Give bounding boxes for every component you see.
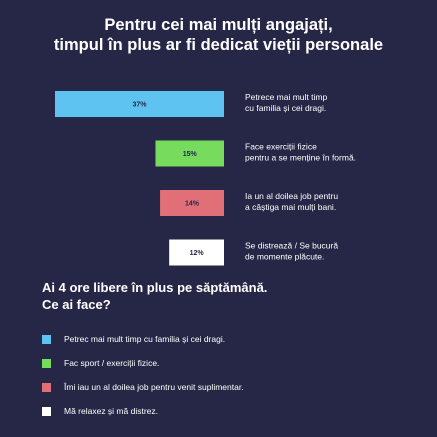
poll-option-label: Îmi iau un al doilea job pentru venit su…: [64, 382, 244, 392]
poll-option-label: Petrec mai mult timp cu familia și cei d…: [64, 334, 226, 344]
chart-title: Pentru cei mai mulți angajați, timpul în…: [0, 15, 437, 55]
bar-value-label-1: 37%: [132, 102, 147, 109]
poll-option-swatch: [42, 358, 51, 368]
category-label-1-line-2: cu familia și cei dragi.: [245, 103, 326, 113]
poll-option-label: Mă relaxez și mă distrez.: [64, 406, 158, 416]
poll-option-swatch: [42, 406, 51, 416]
poll-option-relax[interactable]: Mă relaxez și mă distrez.: [42, 405, 158, 417]
chart-title-line-2: timpul în plus ar fi dedicat vieții pers…: [53, 36, 384, 54]
poll-question-line-1: Ai 4 ore libere în plus pe săptămână.: [42, 280, 268, 295]
category-label-2-line-1: Face exerciții fizice: [245, 142, 317, 152]
poll-option-swatch: [42, 382, 51, 392]
category-label-4-line-2: de momente plăcute.: [245, 252, 324, 262]
bar-value-label-4: 12%: [190, 250, 205, 257]
category-label-2-line-2: pentru a se menține în formă.: [245, 153, 356, 163]
chart-title-line-1: Pentru cei mai mulți angajați,: [104, 16, 333, 34]
poll-option-family[interactable]: Petrec mai mult timp cu familia și cei d…: [42, 333, 225, 345]
poll-option-swatch: [42, 334, 51, 344]
poll-question: Ai 4 ore libere în plus pe săptămână. Ce…: [42, 279, 267, 313]
category-label-3-line-2: a câștiga mai mulți bani.: [245, 202, 336, 212]
bar-2: [155, 140, 224, 167]
bar-1: [55, 91, 224, 117]
category-label-4-line-1: Se distrează / Se bucură: [245, 241, 338, 251]
category-label-1-line-1: Petrece mai mult timp: [245, 92, 327, 102]
bar-4: [169, 239, 224, 266]
bar-value-label-2: 15%: [183, 151, 198, 158]
poll-option-sport[interactable]: Fac sport / exerciții fizice.: [42, 357, 159, 369]
bar-value-label-3: 14%: [185, 201, 200, 208]
bar-3: [160, 190, 224, 216]
poll-option-second-job[interactable]: Îmi iau un al doilea job pentru venit su…: [42, 381, 244, 393]
poll-question-line-2: Ce ai face?: [42, 297, 111, 312]
category-label-3-line-1: Ia un al doilea job pentru: [245, 191, 338, 201]
poll-option-label: Fac sport / exerciții fizice.: [64, 358, 160, 368]
